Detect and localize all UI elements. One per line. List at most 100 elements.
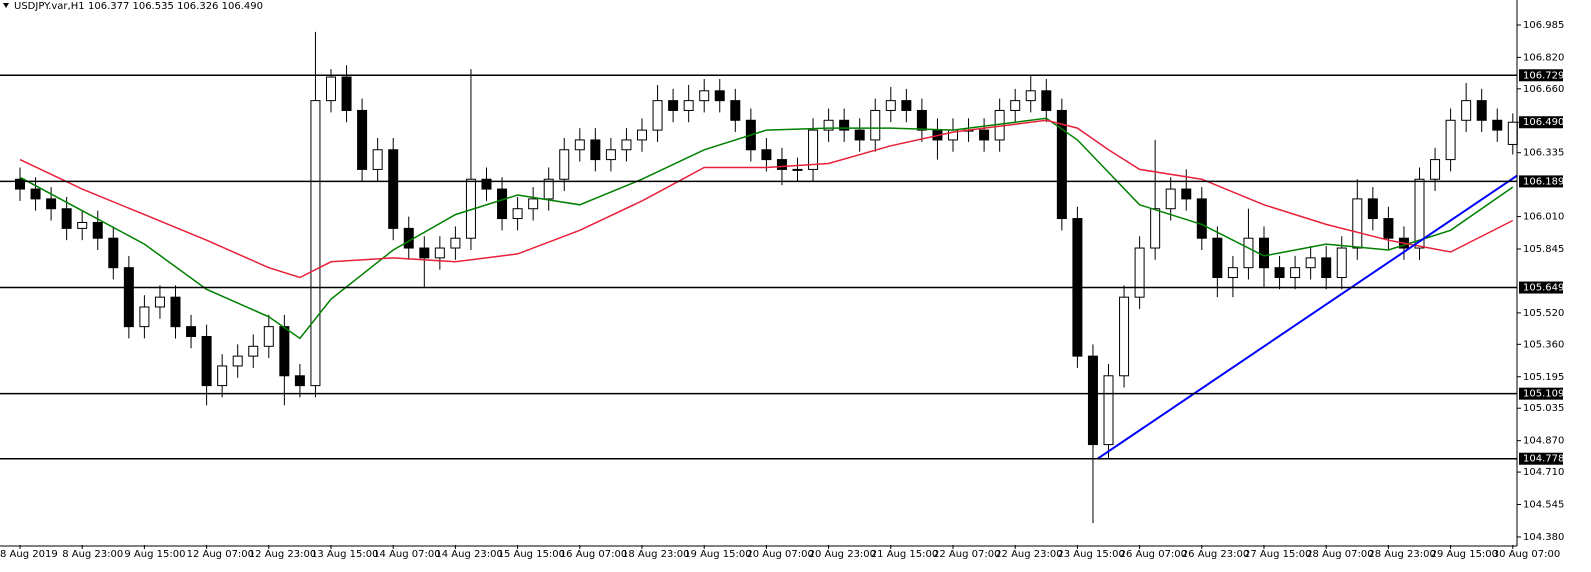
level-label-bg (1519, 281, 1563, 294)
current-price-label: 106.490 (1523, 117, 1564, 128)
x-tick-label: 16 Aug 07:00 (560, 549, 627, 560)
candle-body (77, 221, 88, 229)
candle-body (1056, 109, 1067, 220)
candle-body (279, 326, 290, 377)
y-tick-label: 104.710 (1523, 467, 1564, 478)
level-label: 104.778 (1523, 454, 1564, 465)
y-tick-label: 104.870 (1523, 436, 1564, 447)
candle-body (1492, 119, 1503, 131)
candle-body (776, 159, 787, 170)
candle-body (979, 129, 990, 141)
ohlc-header: 106.377 106.535 106.326 106.490 (88, 1, 263, 12)
candle-body (1461, 100, 1472, 121)
candle-body (605, 149, 616, 161)
candle-body (30, 188, 41, 200)
candle-body (870, 109, 881, 141)
x-tick-label: 28 Aug 23:00 (1368, 549, 1435, 560)
candle-body (1321, 257, 1332, 279)
candle-body (403, 227, 414, 249)
candle-body (139, 306, 150, 328)
candle-body (714, 90, 725, 102)
candle-body (1290, 267, 1301, 279)
candle-body (310, 100, 321, 387)
candle-body (263, 326, 274, 347)
x-tick-label: 18 Aug 23:00 (622, 549, 689, 560)
y-tick-label: 105.195 (1523, 372, 1564, 383)
candle-body (1181, 188, 1192, 200)
moving-average (19, 119, 1514, 279)
candle-body (916, 109, 927, 131)
x-tick-label: 22 Aug 23:00 (995, 549, 1062, 560)
x-tick-label: 26 Aug 07:00 (1120, 549, 1187, 560)
level-label: 106.729 (1523, 70, 1564, 81)
candle-body (1383, 218, 1394, 239)
x-tick-label: 12 Aug 07:00 (187, 549, 254, 560)
candle-body (1243, 237, 1254, 269)
y-tick-label: 106.985 (1523, 20, 1564, 31)
candle-body (15, 178, 25, 190)
x-tick-label: 29 Aug 15:00 (1431, 549, 1498, 560)
candle-body (123, 267, 134, 328)
candle-body (1352, 198, 1363, 249)
candle-body (543, 178, 554, 200)
candle-body (388, 149, 399, 229)
candle-body (683, 100, 694, 111)
candle-body (792, 168, 803, 171)
x-tick-label: 23 Aug 15:00 (1057, 549, 1124, 560)
candle-body (1507, 121, 1518, 145)
candle-body (652, 100, 663, 131)
candle-body (108, 237, 119, 269)
candle-body (326, 76, 336, 102)
y-tick-label: 104.380 (1523, 532, 1564, 543)
candle-body (668, 100, 679, 111)
level-label: 105.649 (1523, 283, 1564, 294)
candle-body (372, 149, 383, 170)
candle-body (512, 208, 523, 220)
candle-body (232, 355, 243, 367)
level-label-bg (1519, 387, 1563, 400)
candle-body (590, 139, 601, 161)
candle-body (885, 100, 896, 111)
x-tick-label: 14 Aug 07:00 (373, 549, 440, 560)
candle-body (450, 237, 461, 249)
candle-body (730, 100, 741, 121)
x-tick-label: 20 Aug 07:00 (746, 549, 813, 560)
candle-body (1119, 296, 1130, 377)
x-tick-label: 22 Aug 07:00 (933, 549, 1000, 560)
y-tick-label: 105.360 (1523, 339, 1564, 350)
candle-body (839, 119, 850, 131)
trendline (1097, 174, 1519, 460)
candle-body (854, 129, 865, 141)
candle-body (1025, 90, 1036, 102)
candle-body (1165, 188, 1176, 210)
symbol: USDJPY.var,H1 (14, 1, 85, 12)
candle-body (186, 326, 197, 337)
candle-body (1430, 159, 1441, 180)
candle-body (170, 296, 181, 328)
candle-body (637, 129, 647, 141)
candle-body (154, 296, 165, 308)
candle-body (901, 100, 912, 111)
menu-arrow[interactable] (3, 3, 9, 8)
candle-body (294, 375, 305, 387)
candle-body (1227, 267, 1238, 279)
x-tick-label: 12 Aug 23:00 (249, 549, 316, 560)
x-tick-label: 28 Aug 07:00 (1306, 549, 1373, 560)
x-tick-label: 9 Aug 15:00 (124, 549, 185, 560)
y-tick-label: 105.035 (1523, 403, 1564, 414)
candle-body (1476, 100, 1487, 121)
y-tick-label: 105.845 (1523, 244, 1564, 255)
y-tick-label: 106.820 (1523, 52, 1564, 63)
moving-average (19, 117, 1514, 340)
level-label: 106.189 (1523, 176, 1564, 187)
candle-body (1041, 90, 1052, 111)
candle-body (217, 365, 228, 387)
candle-body (1196, 198, 1207, 239)
x-tick-label: 14 Aug 23:00 (435, 549, 502, 560)
level-label-bg (1519, 175, 1563, 188)
candle-body (1414, 178, 1425, 249)
x-tick-label: 30 Aug 07:00 (1493, 549, 1560, 560)
level-label-bg (1519, 452, 1563, 465)
candle-body (46, 198, 57, 210)
